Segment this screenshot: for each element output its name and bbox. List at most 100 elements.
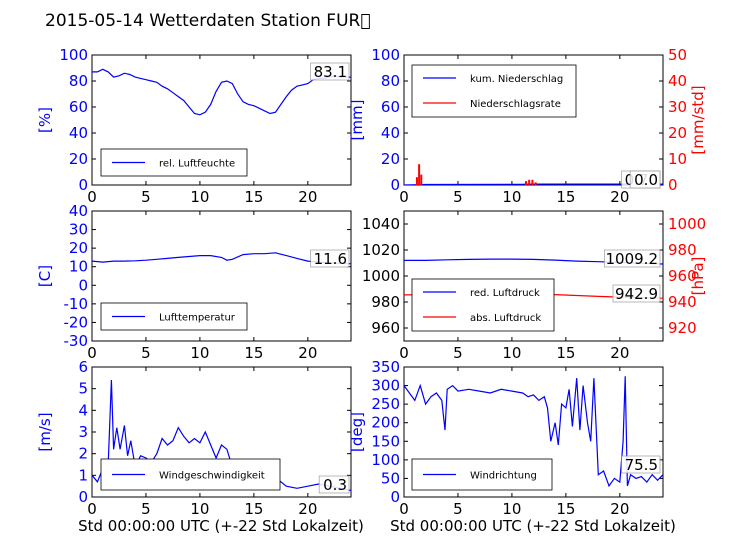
x-tick-label: 20	[610, 188, 629, 206]
x-tick-label: 0	[399, 188, 409, 206]
x-tick-label: 20	[298, 344, 317, 362]
legend: Lufttemperatur	[100, 302, 248, 331]
y-tick-label: 5	[78, 380, 88, 398]
y-tick-label: 20	[69, 239, 88, 257]
y-axis-label: [%]	[36, 107, 54, 133]
series-line	[92, 252, 351, 265]
y-tick-label: 980	[371, 293, 400, 311]
value-box	[310, 249, 350, 268]
y-tick-label: 1020	[362, 241, 400, 259]
x-tick-label: 0	[399, 344, 409, 362]
x-tick-label: 15	[556, 500, 575, 518]
legend-label: Windgeschwindigkeit	[159, 471, 265, 482]
y2-tick-label: 30	[668, 98, 687, 116]
y-tick-label: 300	[371, 377, 400, 395]
y-tick-label: 100	[371, 46, 400, 64]
y-tick-label: 80	[69, 72, 88, 90]
y-tick-label: 3	[78, 423, 88, 441]
series-line	[92, 68, 351, 116]
panel-1: 0 5 10 15 20 0 20 40 60 80 100 [%] rel. Luftfeuchte 8…	[36, 46, 352, 206]
x-tick-label: 20	[610, 500, 629, 518]
x-tick-label: 10	[502, 344, 521, 362]
y-tick-label: 30	[69, 221, 88, 239]
value-annotation: 75.5	[625, 456, 658, 474]
x-tick-label: 15	[556, 188, 575, 206]
y2-axis-label: [hPa]	[689, 257, 707, 296]
legend: Windgeschwindigkeit	[100, 458, 281, 491]
y-tick-label: 80	[381, 72, 400, 90]
y2-tick-label: 1000	[668, 215, 706, 233]
plot-area	[92, 68, 351, 116]
legend-label: abs. Luftdruck	[470, 313, 541, 324]
legend: kum. Niederschlag Niederschlagsrate	[411, 64, 577, 118]
x-tick-label: 5	[141, 188, 151, 206]
legend-label: Lufttemperatur	[159, 313, 236, 324]
y-tick-label: 100	[371, 451, 400, 469]
y-tick-label: 0	[78, 176, 88, 194]
x-tick-label: 0	[87, 500, 97, 518]
value-box	[621, 455, 661, 474]
y-tick-label: -30	[64, 332, 89, 350]
plot-area	[92, 252, 351, 265]
value-box	[310, 62, 350, 81]
y-tick-label: 40	[69, 124, 88, 142]
x-axis-label-left: Std 00:00:00 UTC (+-22 Std Lokalzeit)	[78, 517, 364, 535]
x-tick-label: 10	[502, 500, 521, 518]
y-tick-label: 1	[78, 466, 88, 484]
x-tick-label: 5	[453, 344, 463, 362]
legend-label: rel. Luftfeuchte	[159, 159, 235, 170]
y-tick-label: 0	[78, 276, 88, 294]
x-tick-label: 5	[453, 500, 463, 518]
y2-tick-label: 0	[668, 176, 678, 194]
y-tick-label: 200	[371, 414, 400, 432]
y-tick-label: 960	[371, 319, 400, 337]
y-tick-label: 150	[371, 432, 400, 450]
y2-tick-label: 10	[668, 150, 687, 168]
value-annotation: 1009.2	[606, 250, 659, 268]
panel-4: 0 5 10 15 20 960 980 1000 1020 1040 920 940 960 980 10…	[362, 210, 707, 362]
y-tick-label: 100	[59, 46, 88, 64]
panel-5: 0 5 10 15 20 0 1 2 3 4 5 6 [m/s] Windgeschwindigkeit 0…	[36, 358, 352, 518]
x-tick-label: 5	[141, 500, 151, 518]
x-tick-label: 15	[244, 188, 263, 206]
panel-2: 0 5 10 15 20 0 20 40 60 80 100 0 10 20 30 40 50 [mm] [mm/s…	[348, 46, 707, 206]
y2-tick-label: 40	[668, 72, 687, 90]
legend-box	[411, 64, 577, 118]
value-annotation: 0.3	[323, 476, 347, 494]
panel-3: 0 5 10 15 20-30-20-10010203040[C]Lufttempera…	[36, 202, 352, 362]
value-annotation: 83.1	[314, 63, 347, 81]
legend-box	[411, 278, 555, 332]
x-tick-label: 10	[502, 188, 521, 206]
y2-axis-label: [mm/std]	[689, 85, 707, 154]
y2-tick-label: 980	[668, 241, 697, 259]
y-tick-label: 40	[381, 124, 400, 142]
y2-tick-label: 960	[668, 267, 697, 285]
legend-label: kum. Niederschlag	[470, 74, 563, 85]
x-tick-label: 20	[610, 344, 629, 362]
x-tick-label: 5	[141, 344, 151, 362]
x-tick-label: 0	[87, 188, 97, 206]
series-line	[404, 183, 663, 185]
x-tick-label: 20	[298, 188, 317, 206]
plot-area	[404, 376, 663, 488]
x-axis-label-right: Std 00:00:00 UTC (+-22 Std Lokalzeit)	[390, 517, 676, 535]
series-line	[404, 376, 663, 488]
x-tick-label: 0	[87, 344, 97, 362]
x-tick-label: 10	[190, 344, 209, 362]
legend: red. Luftdruck abs. Luftdruck	[411, 278, 555, 332]
y-tick-label: 60	[381, 98, 400, 116]
value-annotation: 0.0	[634, 171, 658, 189]
figure-title: 2015-05-14 Wetterdaten Station FUR 	[45, 11, 371, 31]
value-annotation: 942.9	[615, 285, 658, 303]
y-tick-label: 350	[371, 358, 400, 376]
y2-tick-label: 20	[668, 124, 687, 142]
y-tick-label: 1040	[362, 215, 400, 233]
x-tick-label: 15	[556, 344, 575, 362]
value-box	[629, 170, 661, 189]
y-tick-label: 40	[69, 202, 88, 220]
x-tick-label: 15	[244, 344, 263, 362]
legend: rel. Luftfeuchte	[100, 148, 248, 177]
legend-label: Windrichtung	[470, 471, 537, 482]
x-tick-label: 0	[399, 500, 409, 518]
y-tick-label: 4	[78, 401, 88, 419]
